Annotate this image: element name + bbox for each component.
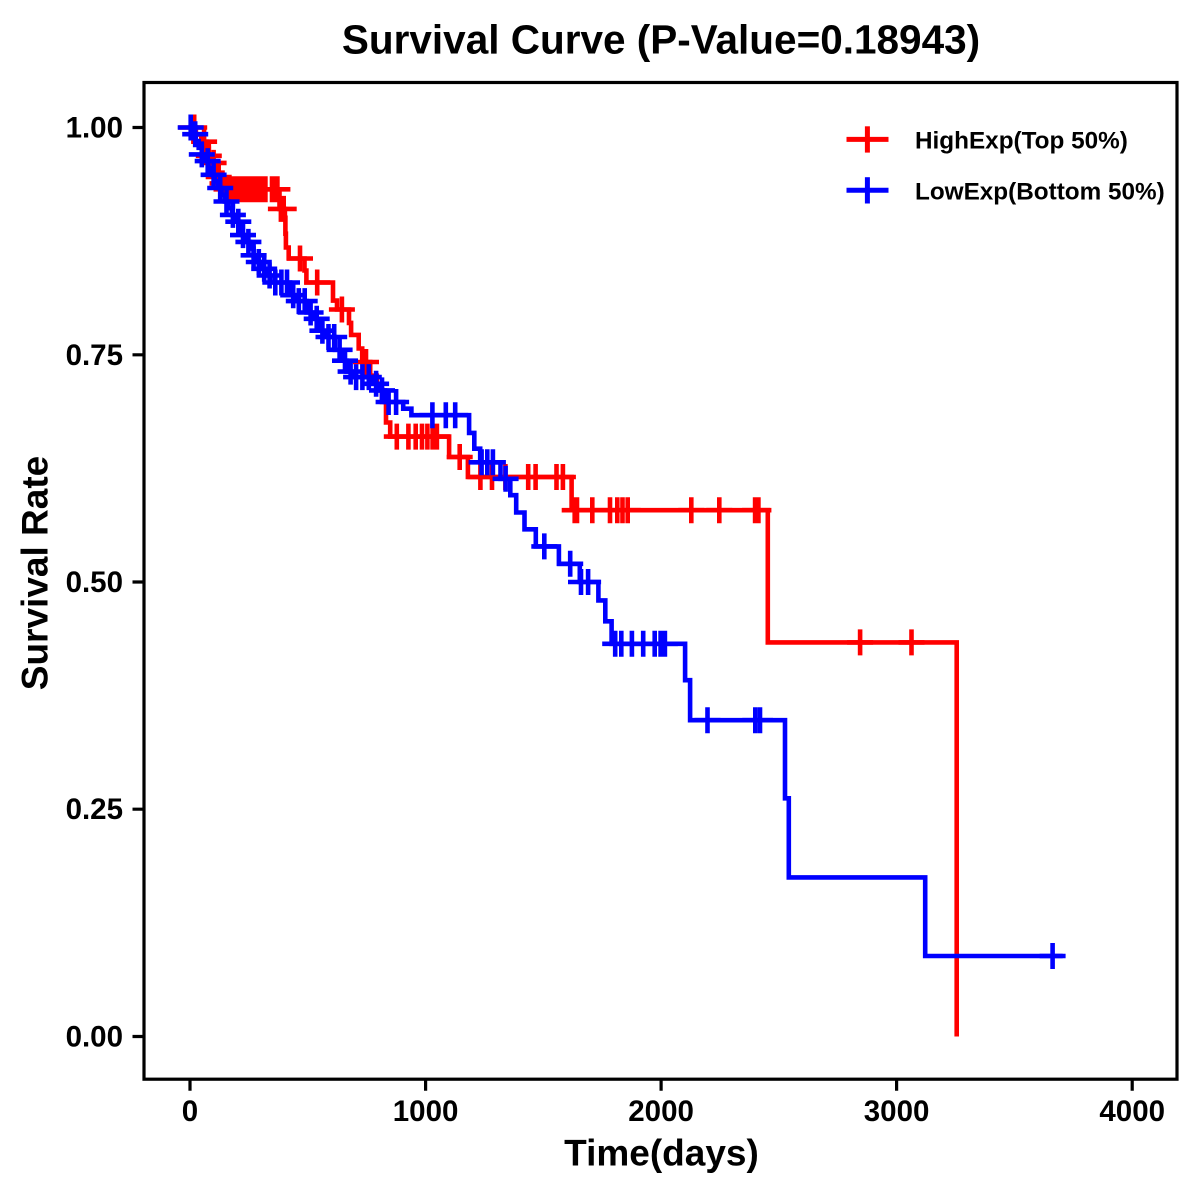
svg-text:3000: 3000 [864,1095,930,1128]
svg-text:1.00: 1.00 [66,112,123,145]
svg-text:Survival Curve (P-Value=0.1894: Survival Curve (P-Value=0.18943) [342,17,980,63]
svg-text:0.50: 0.50 [66,566,123,599]
svg-text:LowExp(Bottom 50%): LowExp(Bottom 50%) [915,178,1165,205]
svg-text:Time(days): Time(days) [564,1133,759,1174]
svg-text:0: 0 [182,1095,198,1128]
svg-text:1000: 1000 [393,1095,459,1128]
svg-text:HighExp(Top 50%): HighExp(Top 50%) [915,127,1128,154]
svg-text:Survival Rate: Survival Rate [15,456,56,690]
svg-text:0.00: 0.00 [66,1021,123,1054]
svg-text:0.75: 0.75 [66,339,123,372]
svg-text:0.25: 0.25 [66,793,123,826]
svg-text:2000: 2000 [628,1095,694,1128]
svg-text:4000: 4000 [1099,1095,1165,1128]
